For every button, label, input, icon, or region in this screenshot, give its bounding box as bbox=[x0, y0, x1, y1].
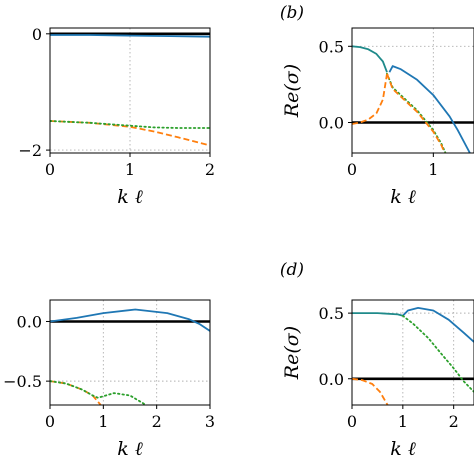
x-axis-label: k ℓ bbox=[117, 186, 143, 208]
axes-frame bbox=[49, 27, 211, 154]
x-tick-label: 2 bbox=[205, 160, 215, 179]
series-line-2 bbox=[352, 312, 404, 317]
y-tick-label: 0.0 bbox=[319, 370, 344, 389]
series-line-3 bbox=[50, 120, 210, 147]
panel-d: 0 1 2 0.0 0.5 k ℓ Re(σ) (d) bbox=[280, 260, 474, 460]
y-axis-label: Re(σ) bbox=[281, 64, 303, 118]
series-line-3 bbox=[50, 380, 102, 405]
series-line-4 bbox=[401, 314, 474, 393]
x-tick-label: 0 bbox=[347, 412, 357, 431]
x-tick-label: 1 bbox=[125, 160, 135, 179]
x-axis-label: k ℓ bbox=[390, 438, 416, 460]
series-line-2 bbox=[50, 308, 210, 332]
axes-frame bbox=[351, 299, 474, 406]
series-line-5 bbox=[386, 72, 447, 153]
y-axis-label: Re(σ) bbox=[281, 326, 303, 380]
y-tick-label: 0.5 bbox=[319, 304, 344, 323]
series-line-4 bbox=[50, 380, 147, 405]
x-tick-label: 1 bbox=[398, 412, 408, 431]
x-tick-label: 1 bbox=[428, 160, 438, 179]
panel-a: 0 1 20−2k ℓ bbox=[18, 25, 215, 208]
y-tick-label: 0.0 bbox=[17, 312, 42, 331]
y-tick-label: 0.5 bbox=[319, 37, 344, 56]
series-line-4 bbox=[352, 73, 388, 125]
x-axis-label: k ℓ bbox=[390, 186, 416, 208]
series-line-2 bbox=[352, 45, 388, 73]
x-tick-label: 2 bbox=[152, 412, 162, 431]
x-tick-label: 3 bbox=[205, 412, 215, 431]
y-tick-label: −2 bbox=[18, 141, 42, 160]
x-tick-label: 0 bbox=[45, 160, 55, 179]
series-line-3 bbox=[388, 65, 471, 153]
y-tick-label: 0 bbox=[32, 25, 42, 44]
y-tick-label: −0.5 bbox=[3, 372, 42, 391]
panel-c: 0 1 2 3 0.0 −0.5 k ℓ bbox=[3, 299, 215, 460]
x-axis-label: k ℓ bbox=[117, 438, 143, 460]
series-line-3 bbox=[402, 307, 474, 343]
y-tick-label: 0.0 bbox=[319, 114, 344, 133]
x-tick-label: 0 bbox=[45, 412, 55, 431]
x-tick-label: 1 bbox=[98, 412, 108, 431]
axes-frame bbox=[351, 27, 474, 154]
panel-label: (b) bbox=[280, 3, 304, 23]
series-line-2 bbox=[50, 34, 210, 38]
x-tick-label: 0 bbox=[347, 160, 357, 179]
series-line-4 bbox=[50, 120, 210, 129]
x-tick-label: 2 bbox=[449, 412, 459, 431]
series-line-6 bbox=[386, 73, 446, 153]
panel-b: 0 1 0.0 0.5 k ℓ Re(σ) (b) bbox=[280, 3, 474, 208]
panel-label: (d) bbox=[280, 260, 304, 280]
axes-frame bbox=[49, 299, 211, 406]
series-line-5 bbox=[352, 377, 389, 405]
